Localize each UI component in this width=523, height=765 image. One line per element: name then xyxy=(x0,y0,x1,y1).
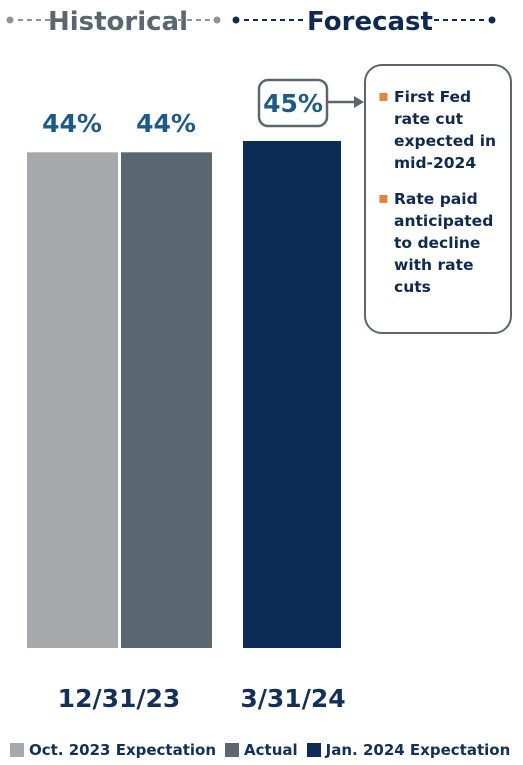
callout-arrow xyxy=(327,96,364,108)
forecast-label: Forecast xyxy=(307,7,433,37)
forecast-start-dot xyxy=(232,16,240,24)
bar-oct-2023-expectation xyxy=(27,152,118,649)
historical-end-dot xyxy=(213,16,221,24)
historical-start-dot xyxy=(6,16,14,24)
callout-item: ▪ First Fed rate cut expected in mid-202… xyxy=(374,86,502,174)
bullet-icon: ▪ xyxy=(378,86,389,105)
historical-label: Historical xyxy=(48,7,188,37)
legend-swatch xyxy=(225,743,240,757)
data-label-jan-2024: 45% xyxy=(263,89,323,118)
historical-header: Historical xyxy=(6,7,221,37)
callout-box: ▪ First Fed rate cut expected in mid-202… xyxy=(364,64,512,334)
forecast-header: Forecast xyxy=(232,7,496,37)
callout-item-text: Rate paid anticipated to decline with ra… xyxy=(394,190,494,296)
legend-item-actual: Actual xyxy=(225,741,298,759)
callout-arrow-head xyxy=(354,96,364,108)
legend-swatch xyxy=(10,743,24,757)
bar-jan-2024-expectation xyxy=(243,141,341,648)
bullet-icon: ▪ xyxy=(378,188,389,207)
legend-label: Jan. 2024 Expectation xyxy=(325,741,511,759)
x-tick-label-12-31-23: 12/31/23 xyxy=(58,684,181,713)
data-label-actual: 44% xyxy=(136,109,196,138)
legend-swatch xyxy=(306,743,321,757)
callout-item: ▪ Rate paid anticipated to decline with … xyxy=(374,188,502,298)
x-tick-label-3-31-24: 3/31/24 xyxy=(240,684,345,713)
forecast-end-dot xyxy=(488,16,496,24)
legend-label: Actual xyxy=(244,741,298,759)
legend: Oct. 2023 Expectation Actual Jan. 2024 E… xyxy=(10,738,520,762)
data-label-oct-2023: 44% xyxy=(42,109,102,138)
legend-item-oct-2023: Oct. 2023 Expectation xyxy=(10,741,216,759)
legend-item-jan-2024: Jan. 2024 Expectation xyxy=(306,741,511,759)
legend-label: Oct. 2023 Expectation xyxy=(29,741,217,759)
bar-actual xyxy=(121,152,212,649)
callout-item-text: First Fed rate cut expected in mid-2024 xyxy=(394,88,497,172)
chart: Historical Forecast 44% 44% 45% 12/31/23… xyxy=(6,7,496,713)
